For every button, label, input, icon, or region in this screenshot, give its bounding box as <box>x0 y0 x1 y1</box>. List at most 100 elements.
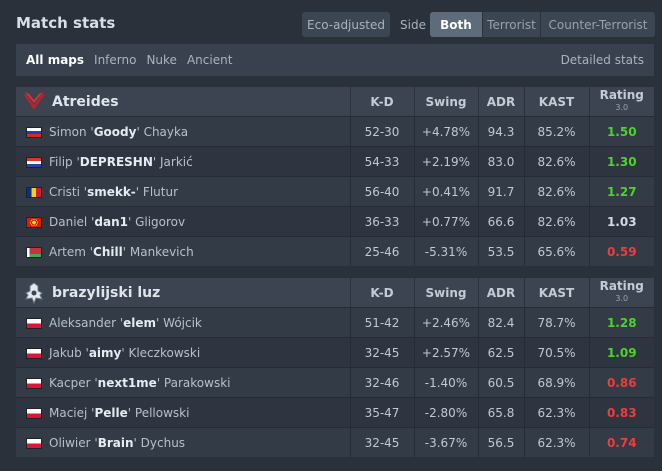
player-row: Jakub 'aimy' Kleczkowski 32-45 +2.57% 62.5 7… <box>16 337 654 368</box>
player-cell[interactable]: Artem 'Chill' Mankevich <box>16 236 350 266</box>
kd-value: 36-33 <box>349 206 414 237</box>
player-row: Maciej 'Pelle' Pellowski 35-47 -2.80% 65.8 6… <box>16 397 654 428</box>
column-header-adr: ADR <box>477 87 524 117</box>
team-name[interactable]: brazylijski luz <box>52 284 161 301</box>
team-header: brazylijski luz <box>16 278 350 308</box>
column-header-rating: Rating 3.0 <box>588 278 654 308</box>
column-header-swing: Swing <box>413 87 478 117</box>
player-cell[interactable]: Kacper 'next1me' Parakowski <box>16 367 350 398</box>
player-row: Oliwier 'Brain' Dychus 32-45 -3.67% 56.5 62.… <box>16 427 654 457</box>
player-first-name: Aleksander ' <box>49 315 124 330</box>
player-first-name: Maciej ' <box>49 405 95 420</box>
side-option-counter-terrorist[interactable]: Counter-Terrorist <box>540 12 655 37</box>
map-tab-ancient[interactable]: Ancient <box>186 53 233 67</box>
player-row: Filip 'DEPRESHN' Jarkić 54-33 +2.19% 83.0 82… <box>16 146 654 177</box>
map-tab-nuke[interactable]: Nuke <box>146 53 177 67</box>
kd-value: 35-47 <box>349 397 414 428</box>
column-header-rating: Rating 3.0 <box>588 87 654 117</box>
kast-value: 62.3% <box>523 397 589 428</box>
adr-value: 60.5 <box>477 367 524 398</box>
crest-logo-icon <box>25 281 43 304</box>
rating-value: 0.86 <box>588 367 654 398</box>
player-first-name: Filip ' <box>49 154 80 169</box>
eco-adjusted-toggle[interactable]: Eco-adjusted <box>302 12 390 37</box>
side-label: Side <box>400 17 426 32</box>
player-last-name: ' Flutur <box>135 184 178 199</box>
map-tab-all-maps[interactable]: All maps <box>26 53 85 67</box>
detailed-stats-link[interactable]: Detailed stats <box>560 53 644 67</box>
kd-value: 54-33 <box>349 146 414 177</box>
player-nickname: smekk- <box>87 184 136 199</box>
rating-value: 1.09 <box>588 337 654 368</box>
rating-value: 1.50 <box>588 116 654 147</box>
poland-flag-icon <box>26 437 42 449</box>
rating-value: 1.28 <box>588 307 654 338</box>
kd-value: 51-42 <box>349 307 414 338</box>
swing-value: +2.46% <box>413 307 478 338</box>
kd-value: 52-30 <box>349 116 414 147</box>
swing-value: -2.80% <box>413 397 478 428</box>
player-cell[interactable]: Maciej 'Pelle' Pellowski <box>16 397 350 428</box>
swing-value: +2.19% <box>413 146 478 177</box>
player-last-name: ' Pellowski <box>127 405 190 420</box>
column-header-swing: Swing <box>413 278 478 308</box>
swing-value: -3.67% <box>413 427 478 457</box>
player-nickname: Goody <box>93 124 137 139</box>
rating-label: Rating <box>599 279 644 293</box>
player-first-name: Artem ' <box>49 244 94 259</box>
player-row: Cristi 'smekk-' Flutur 56-40 +0.41% 91.7 82.… <box>16 176 654 207</box>
column-header-kd: K-D <box>349 278 414 308</box>
column-header-kd: K-D <box>349 87 414 117</box>
adr-value: 62.5 <box>477 337 524 368</box>
player-last-name: ' Mankevich <box>122 244 194 259</box>
poland-flag-icon <box>26 407 42 419</box>
kd-value: 56-40 <box>349 176 414 207</box>
belarus-flag-icon <box>26 246 42 258</box>
player-first-name: Jakub ' <box>49 345 89 360</box>
player-cell[interactable]: Filip 'DEPRESHN' Jarkić <box>16 146 350 177</box>
adr-value: 94.3 <box>477 116 524 147</box>
player-row: Kacper 'next1me' Parakowski 32-46 -1.40% 60… <box>16 367 654 398</box>
side-option-terrorist[interactable]: Terrorist <box>482 12 540 37</box>
player-first-name: Simon ' <box>49 124 94 139</box>
player-last-name: ' Wójcik <box>156 315 202 330</box>
player-nickname: Pelle <box>94 405 128 420</box>
player-cell[interactable]: Simon 'Goody' Chayka <box>16 116 350 147</box>
kast-value: 78.7% <box>523 307 589 338</box>
column-header-adr: ADR <box>477 278 524 308</box>
player-row: Artem 'Chill' Mankevich 25-46 -5.31% 53.5 65… <box>16 236 654 266</box>
player-cell[interactable]: Aleksander 'elem' Wójcik <box>16 307 350 338</box>
map-tab-inferno[interactable]: Inferno <box>94 53 137 67</box>
kast-value: 82.6% <box>523 146 589 177</box>
player-cell[interactable]: Oliwier 'Brain' Dychus <box>16 427 350 457</box>
map-selector-bar: All maps Inferno Nuke Ancient Detailed s… <box>16 44 654 76</box>
adr-value: 65.8 <box>477 397 524 428</box>
player-cell[interactable]: Cristi 'smekk-' Flutur <box>16 176 350 207</box>
kast-value: 68.9% <box>523 367 589 398</box>
rating-value: 1.30 <box>588 146 654 177</box>
player-first-name: Oliwier ' <box>49 435 98 450</box>
atreides-hawk-logo-icon <box>23 91 45 110</box>
team-name[interactable]: Atreides <box>52 93 119 110</box>
player-nickname: Brain <box>97 435 134 450</box>
kast-value: 82.6% <box>523 176 589 207</box>
player-last-name: ' Parakowski <box>156 375 231 390</box>
poland-flag-icon <box>26 377 42 389</box>
adr-value: 83.0 <box>477 146 524 177</box>
page-title: Match stats <box>16 14 116 32</box>
column-header-kast: KAST <box>523 87 589 117</box>
player-first-name: Daniel ' <box>49 214 95 229</box>
side-option-both[interactable]: Both <box>430 12 482 37</box>
player-cell[interactable]: Daniel 'dan1' Gligorov <box>16 206 350 237</box>
russia-flag-icon <box>26 126 42 138</box>
kd-value: 32-45 <box>349 337 414 368</box>
player-last-name: ' Chayka <box>136 124 189 139</box>
rating-value: 0.59 <box>588 236 654 266</box>
adr-value: 56.5 <box>477 427 524 457</box>
team-stats-table: brazylijski luz K-D Swing ADR KAST Ratin… <box>16 278 654 457</box>
player-cell[interactable]: Jakub 'aimy' Kleczkowski <box>16 337 350 368</box>
romania-flag-icon <box>26 186 42 198</box>
column-header-kast: KAST <box>523 278 589 308</box>
player-first-name: Kacper ' <box>49 375 98 390</box>
player-row: Simon 'Goody' Chayka 52-30 +4.78% 94.3 85.2%… <box>16 116 654 147</box>
